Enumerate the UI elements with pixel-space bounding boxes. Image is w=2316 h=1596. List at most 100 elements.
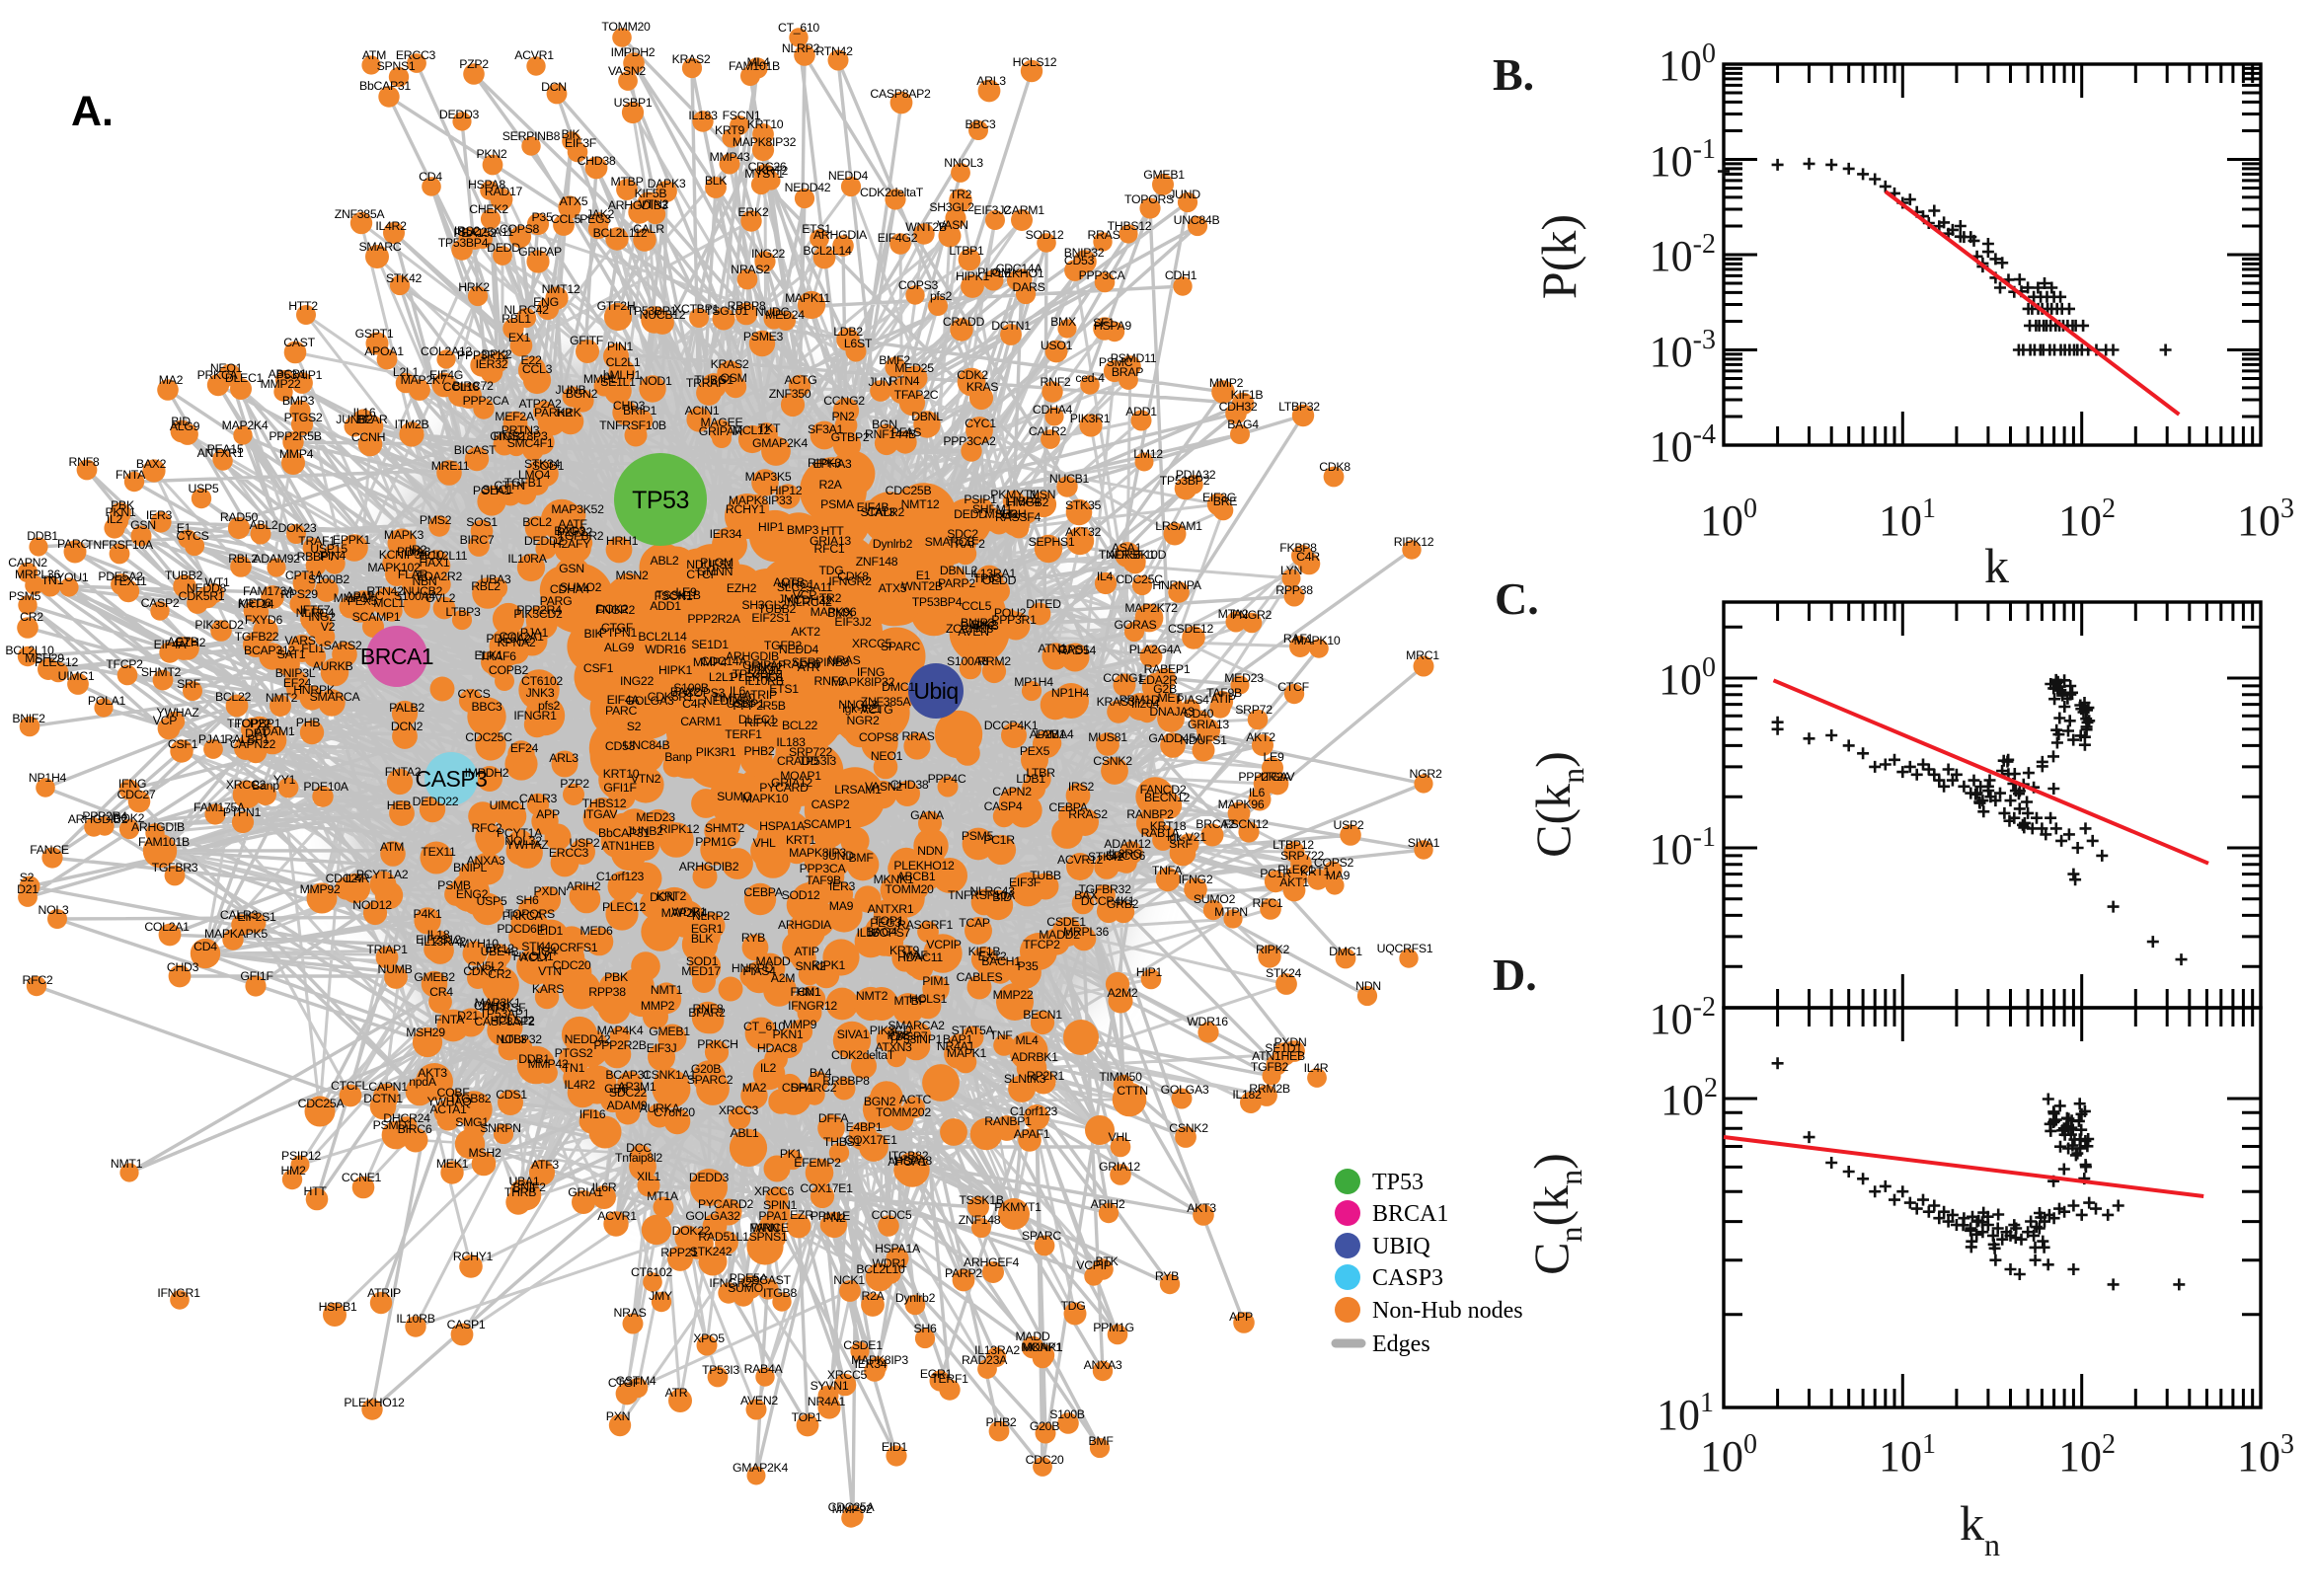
svg-text:HAX1: HAX1 (420, 556, 450, 570)
svg-text:P4K1: P4K1 (414, 907, 442, 921)
svg-text:RCHY1: RCHY1 (453, 1250, 494, 1263)
svg-text:MAPK3: MAPK3 (384, 528, 425, 542)
svg-text:SHMT2: SHMT2 (141, 665, 182, 679)
svg-text:DCN2: DCN2 (391, 720, 424, 733)
svg-text:ZNF148: ZNF148 (959, 1213, 1001, 1227)
svg-text:BMX: BMX (827, 606, 853, 620)
svg-text:PPP2R2A: PPP2R2A (687, 612, 740, 626)
svg-text:ATN1HEB: ATN1HEB (601, 839, 655, 853)
svg-text:IMPDH2: IMPDH2 (611, 45, 656, 59)
svg-text:GMAP2K4: GMAP2K4 (752, 436, 808, 450)
svg-text:MMP2: MMP2 (641, 999, 675, 1013)
svg-text:ARL3: ARL3 (976, 74, 1006, 88)
svg-text:VTN2: VTN2 (639, 197, 669, 211)
svg-text:DMC1: DMC1 (882, 680, 915, 694)
svg-text:COL2A1: COL2A1 (144, 920, 190, 934)
svg-text:CALR2: CALR2 (1029, 424, 1067, 438)
svg-text:Dynlrb2: Dynlrb2 (873, 537, 913, 551)
svg-text:STK24: STK24 (1266, 966, 1302, 980)
svg-text:DCTN1: DCTN1 (363, 1092, 403, 1105)
svg-text:CSDE1: CSDE1 (843, 1338, 883, 1352)
svg-text:BIK2: BIK2 (971, 618, 997, 632)
svg-text:PLEC12: PLEC12 (602, 900, 646, 914)
svg-text:SF1: SF1 (1093, 316, 1115, 330)
svg-text:IL6R: IL6R (592, 1180, 617, 1194)
svg-text:SMARC: SMARC (359, 240, 402, 254)
svg-text:FAM101B: FAM101B (138, 835, 190, 849)
svg-text:SCAMP1: SCAMP1 (352, 610, 401, 624)
svg-text:TUBG1: TUBG1 (694, 373, 733, 387)
svg-text:HIP1: HIP1 (1136, 965, 1163, 979)
svg-text:PHB: PHB (296, 716, 320, 729)
svg-text:Banp: Banp (252, 779, 279, 793)
svg-text:PZP2: PZP2 (560, 777, 589, 791)
svg-text:XRCC6: XRCC6 (754, 1184, 795, 1198)
svg-text:KRAS2: KRAS2 (672, 52, 711, 66)
svg-text:EGR1: EGR1 (691, 922, 724, 936)
svg-text:ACLY: ACLY (520, 950, 550, 964)
svg-text:SH6: SH6 (913, 1322, 936, 1335)
svg-text:SOD12: SOD12 (1026, 228, 1064, 242)
svg-text:CPT1A: CPT1A (285, 569, 324, 582)
svg-text:PLEKHO12: PLEKHO12 (344, 1396, 405, 1409)
svg-text:DARS: DARS (1013, 280, 1045, 294)
svg-text:BGN2: BGN2 (566, 387, 598, 401)
svg-text:CHD3: CHD3 (167, 960, 199, 974)
svg-text:TKT: TKT (758, 421, 781, 435)
svg-text:TUBB2: TUBB2 (758, 602, 797, 616)
svg-text:ZNF148: ZNF148 (856, 555, 898, 569)
svg-text:A2M: A2M (771, 971, 795, 985)
svg-text:NMT12: NMT12 (901, 497, 940, 511)
svg-text:NLRC4: NLRC4 (296, 606, 335, 620)
svg-text:CDC14A: CDC14A (701, 654, 748, 668)
svg-text:CT_610: CT_610 (743, 1020, 785, 1033)
svg-text:IL16: IL16 (353, 406, 376, 419)
svg-text:EFEMP2: EFEMP2 (794, 1156, 841, 1170)
svg-text:USBP1: USBP1 (614, 96, 653, 110)
svg-text:XRCC5: XRCC5 (852, 637, 892, 650)
svg-text:ATR: ATR (665, 1386, 688, 1400)
svg-text:L2L1: L2L1 (393, 365, 420, 379)
svg-text:MAPK8IP33: MAPK8IP33 (729, 494, 793, 507)
svg-text:NEO1: NEO1 (210, 361, 243, 375)
svg-text:HTT2: HTT2 (288, 299, 318, 313)
svg-text:TRAF2: TRAF2 (948, 537, 985, 551)
svg-text:EID1: EID1 (882, 1440, 908, 1454)
svg-text:SRP722: SRP722 (1280, 849, 1324, 863)
svg-text:CCL18: CCL18 (443, 380, 480, 394)
svg-text:TCAP: TCAP (959, 916, 990, 930)
svg-text:MMP22: MMP22 (993, 988, 1034, 1002)
svg-text:ACVR1: ACVR1 (597, 1209, 637, 1223)
svg-text:PSMD11: PSMD11 (1111, 351, 1157, 365)
svg-text:BCL2: BCL2 (522, 515, 552, 529)
svg-text:A.: A. (71, 88, 114, 135)
svg-text:L6ST: L6ST (844, 337, 873, 350)
svg-text:IL4: IL4 (1097, 570, 1114, 583)
svg-text:APP: APP (536, 807, 560, 821)
svg-text:GTBP2: GTBP2 (831, 430, 870, 444)
svg-text:CALR: CALR (633, 222, 664, 236)
svg-text:PDE10A: PDE10A (303, 780, 348, 794)
svg-text:UIMC1: UIMC1 (490, 798, 526, 812)
svg-text:EIF3F: EIF3F (565, 136, 597, 150)
svg-text:MED23: MED23 (1224, 671, 1264, 685)
svg-text:NUMB: NUMB (377, 962, 412, 976)
svg-text:RBBP7: RBBP7 (297, 550, 336, 564)
svg-text:BCL22: BCL22 (782, 719, 818, 732)
svg-text:UBA3: UBA3 (481, 572, 511, 586)
svg-text:ARHGDIA: ARHGDIA (778, 918, 832, 932)
svg-text:TSSK1B: TSSK1B (959, 1193, 1003, 1207)
svg-text:NP1H4: NP1H4 (1051, 686, 1090, 700)
svg-text:ATF3: ATF3 (531, 1158, 559, 1172)
svg-text:CDC25C: CDC25C (465, 730, 512, 744)
svg-text:HSPA8: HSPA8 (468, 178, 505, 191)
svg-text:DCN: DCN (541, 80, 567, 94)
svg-text:TOMM20: TOMM20 (885, 882, 934, 896)
svg-text:MED6: MED6 (239, 596, 271, 610)
svg-text:BFAR2: BFAR2 (688, 1006, 726, 1020)
svg-text:NDN: NDN (917, 844, 943, 858)
svg-text:MYH10: MYH10 (459, 937, 499, 950)
svg-text:ABL1: ABL1 (731, 1126, 759, 1140)
svg-text:STK242: STK242 (690, 1245, 733, 1258)
svg-text:RABEP1: RABEP1 (1144, 662, 1191, 676)
